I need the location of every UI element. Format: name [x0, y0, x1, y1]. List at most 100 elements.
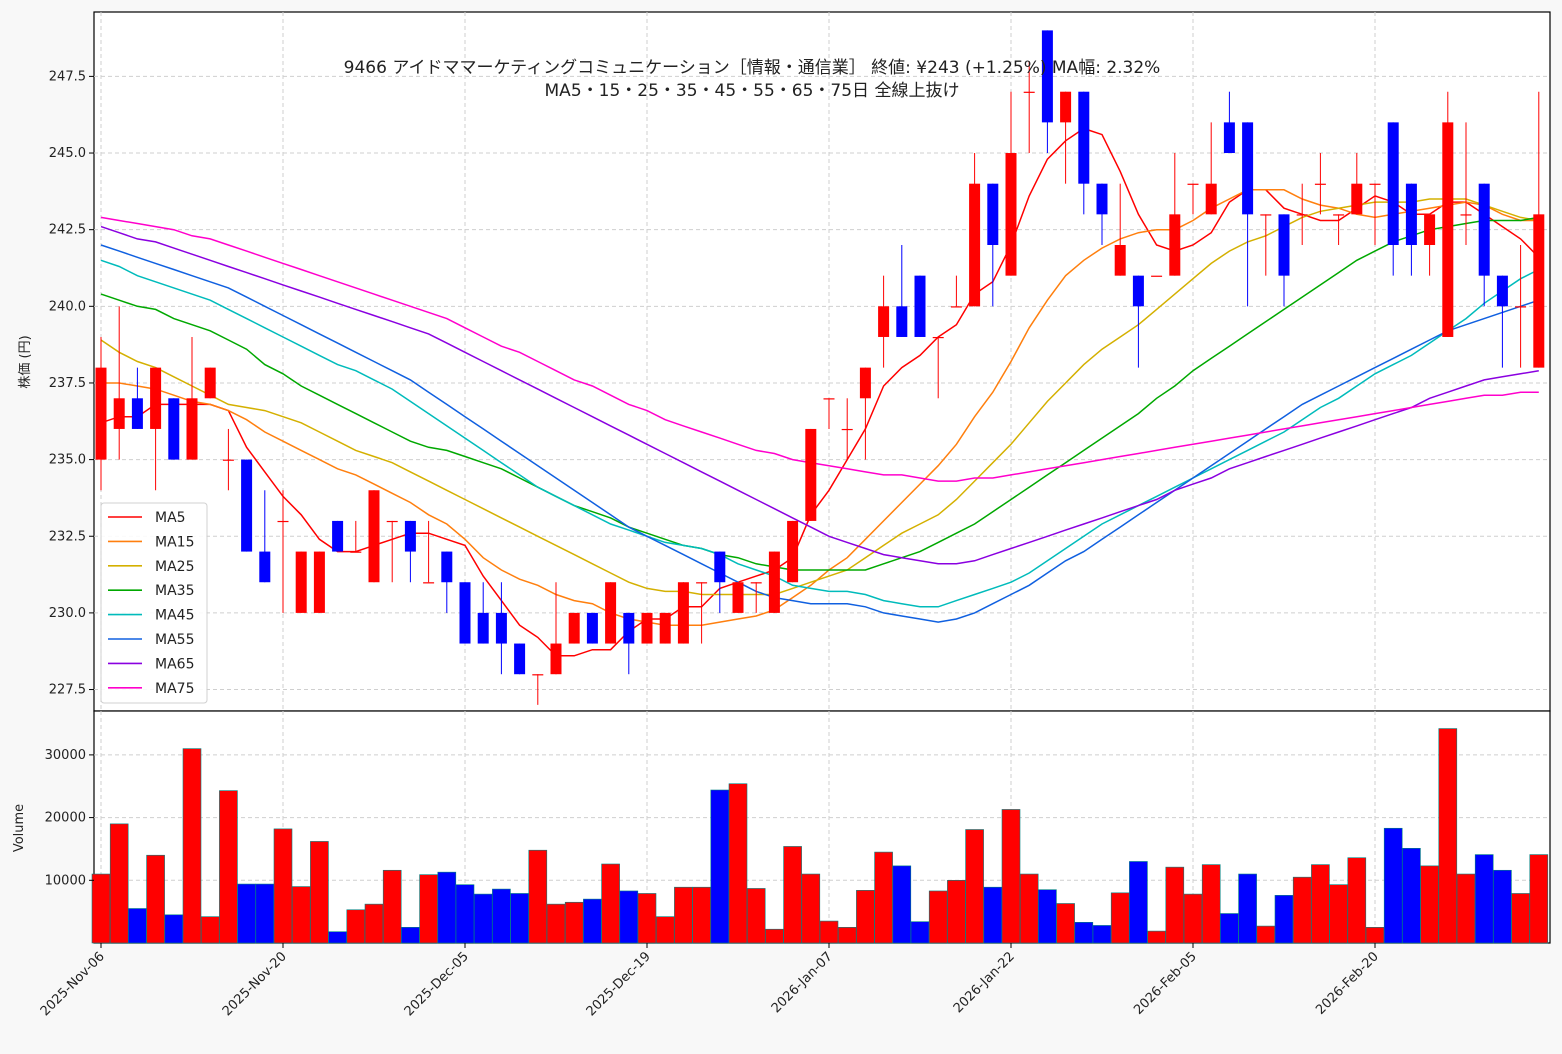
candle-body	[259, 551, 271, 583]
volume-bar	[801, 873, 821, 944]
candle	[1023, 61, 1035, 154]
price-tick-label: 240.0	[49, 299, 86, 314]
chart-title-line1: 9466 アイドママーケティングコミュニケーション［情報・通信業］ 終値: ¥2…	[344, 58, 1161, 78]
candle	[368, 490, 380, 583]
price-tick-label: 227.5	[49, 683, 86, 698]
candle	[1496, 275, 1508, 368]
candle-body	[1223, 122, 1235, 154]
volume-bar	[1474, 854, 1494, 944]
candle	[459, 582, 471, 644]
candle-body	[295, 551, 307, 613]
volume-bar	[1201, 864, 1221, 944]
candle	[623, 612, 635, 675]
price-tick-label: 242.5	[49, 223, 86, 238]
candle	[277, 490, 289, 613]
candle-body	[1114, 245, 1126, 276]
candle-body	[1533, 214, 1545, 368]
ma-line-ma35	[100, 216, 1539, 571]
candle-body	[714, 551, 726, 583]
legend-label-ma65: MA65	[155, 656, 194, 672]
candlesticks	[95, 30, 1545, 705]
legend-label-ma5: MA5	[155, 510, 186, 526]
volume-bar	[1274, 895, 1294, 944]
candle-body	[459, 582, 471, 644]
candle-body	[1169, 214, 1181, 276]
candle	[186, 336, 198, 460]
candle	[168, 398, 180, 460]
legend-label-ma35: MA35	[155, 583, 194, 599]
candle	[1060, 91, 1072, 184]
volume-bar	[473, 893, 493, 944]
candle	[332, 520, 344, 552]
candle-body	[878, 306, 890, 337]
candle-body	[932, 336, 944, 339]
volume-bar	[492, 888, 511, 944]
volume-bar	[1511, 893, 1530, 944]
candle-body	[623, 612, 635, 644]
volume-bar	[1438, 728, 1458, 944]
volume-bar	[601, 863, 620, 944]
candle	[386, 520, 398, 583]
volume-bar	[346, 909, 366, 944]
candle-body	[696, 582, 708, 584]
candle	[768, 551, 780, 613]
candle	[1387, 122, 1399, 276]
candle	[1169, 153, 1181, 276]
legend-label-ma55: MA55	[155, 632, 194, 648]
volume-bar	[328, 931, 347, 944]
candle	[1442, 91, 1454, 337]
volume-bar	[928, 890, 948, 944]
candle-body	[1369, 183, 1381, 185]
price-y-ticks: 227.5 230.0 232.5 235.0 237.5 240.0 242.5 245.0…	[49, 69, 94, 698]
volume-bar	[1456, 873, 1476, 944]
candle-body	[677, 582, 689, 644]
candle	[1260, 214, 1272, 276]
candle-body	[113, 398, 125, 429]
price-tick-label: 235.0	[49, 453, 86, 468]
volume-bar	[1110, 892, 1130, 944]
ma-line-ma75	[100, 216, 1539, 482]
candle	[1187, 183, 1199, 215]
volume-bar	[401, 927, 420, 944]
candle-body	[987, 183, 999, 245]
candle-body	[131, 398, 143, 429]
volume-bar	[128, 908, 147, 944]
candle	[896, 245, 908, 337]
candle	[222, 428, 234, 491]
chart-title-line2: MA5・15・25・35・45・55・65・75日 全線上抜け	[545, 81, 960, 101]
volume-tick-label: 10000	[45, 873, 86, 888]
candle	[987, 183, 999, 307]
volume-bar	[164, 914, 184, 944]
volume-bar	[1256, 925, 1276, 944]
candle	[568, 612, 580, 644]
candle-body	[95, 367, 107, 460]
candle-body	[750, 582, 762, 584]
legend-label-ma15: MA15	[155, 534, 194, 550]
candle	[750, 582, 762, 613]
volume-bar	[382, 869, 402, 944]
candle	[641, 612, 653, 644]
candle-body	[586, 612, 598, 644]
volume-bar	[1402, 848, 1421, 944]
price-panel	[93, 11, 1551, 712]
volume-bar	[637, 893, 657, 944]
candle-body	[768, 551, 780, 613]
volume-bar	[310, 841, 329, 944]
volume-bar	[765, 928, 784, 944]
candle	[1041, 30, 1053, 154]
candle-body	[368, 490, 380, 583]
candle	[1405, 183, 1417, 276]
candle-body	[404, 520, 416, 552]
volume-bar	[674, 886, 693, 944]
candle	[787, 520, 799, 583]
candle	[1223, 91, 1235, 154]
candle	[677, 582, 689, 644]
volume-y-axis-label: Volume	[12, 804, 27, 852]
candle	[514, 643, 526, 675]
candle	[1078, 91, 1090, 215]
candle-body	[1424, 214, 1436, 245]
volume-bar	[455, 884, 475, 944]
candle	[696, 582, 708, 644]
volume-bar	[564, 901, 584, 944]
